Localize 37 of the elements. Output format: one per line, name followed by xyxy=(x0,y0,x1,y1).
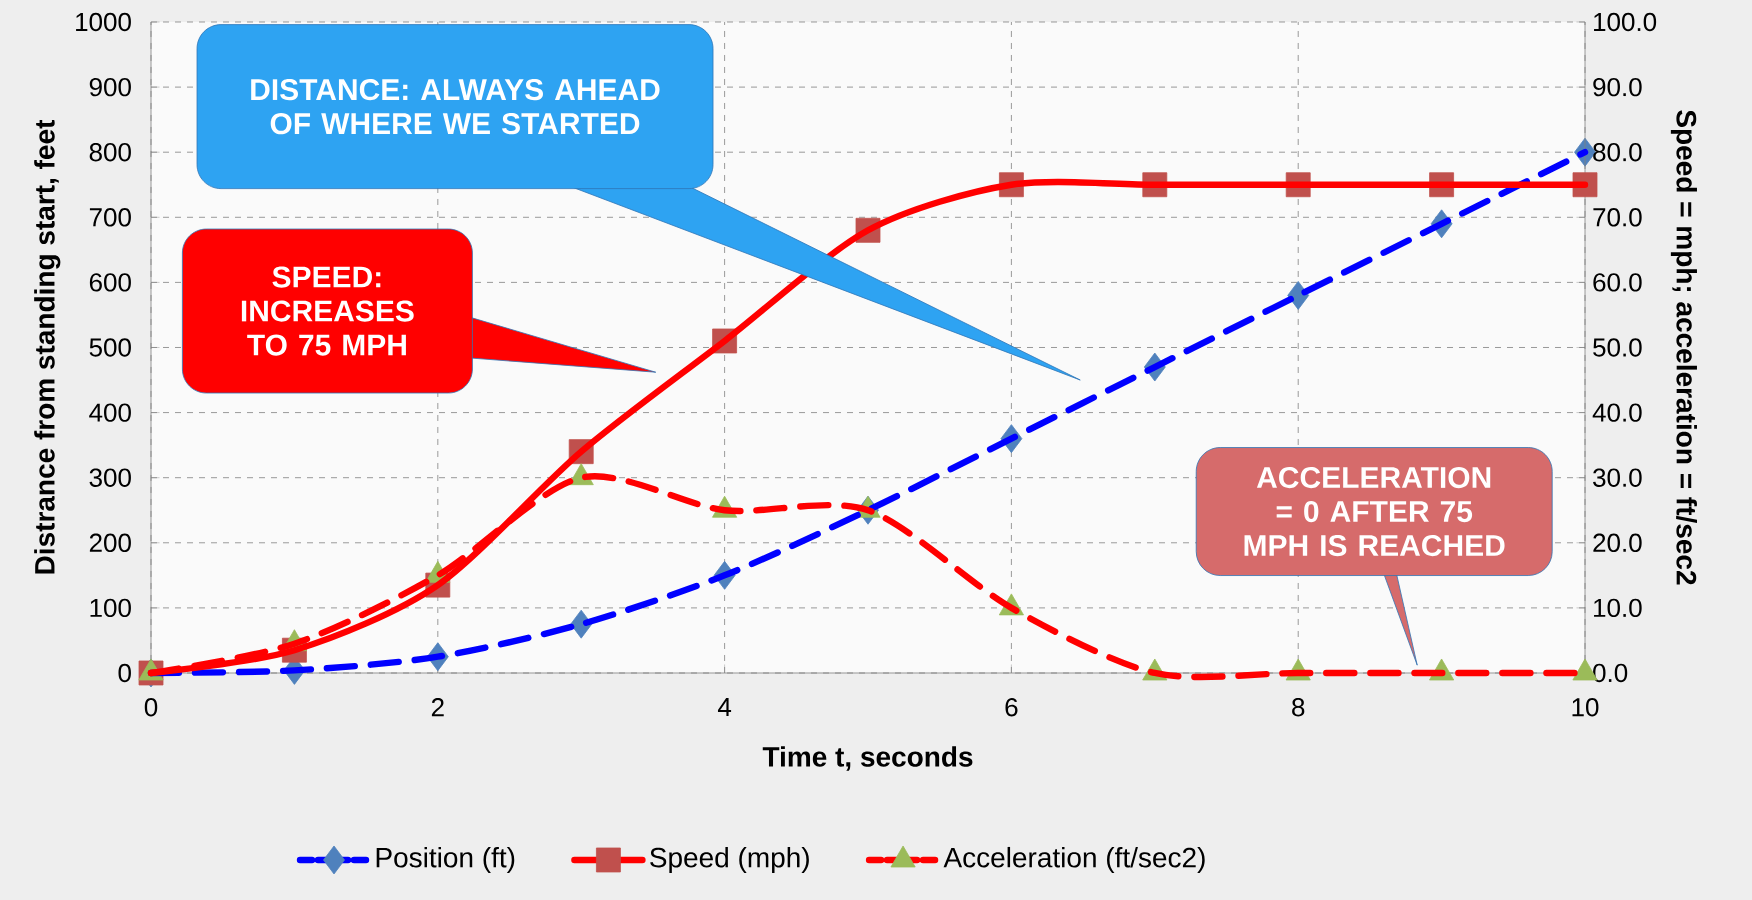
y2-tick-label: 0.0 xyxy=(1593,663,1628,683)
y2-tick-label: 90.0 xyxy=(1593,77,1642,97)
y-tick-label: 500 xyxy=(89,338,131,357)
annotation: SPEED: INCREASES TO 75 MPH xyxy=(241,266,414,356)
y-tick-label: 700 xyxy=(89,208,131,227)
y2-tick-label: 40.0 xyxy=(1592,403,1642,422)
legend-label: Speed (mph) xyxy=(650,846,809,874)
x-tick-label: 4 xyxy=(717,698,732,716)
y2-tick-label: 10.0 xyxy=(1594,598,1642,618)
annotation: ACCELERATION = 0 AFTER 75 MPH IS REACHED xyxy=(1244,466,1505,557)
y2-tick-label: 50.0 xyxy=(1593,338,1642,357)
y-tick-label: 300 xyxy=(89,468,131,487)
legend-label: Position (ft) xyxy=(376,846,515,874)
legend-label: Acceleration (ft/sec2) xyxy=(943,846,1205,874)
y2-tick-label: 20.0 xyxy=(1593,533,1642,552)
y2-tick-label: 80.0 xyxy=(1593,142,1642,162)
y-axis-title: Distrance from standing start, feet xyxy=(34,119,61,574)
y2-tick-label: 70.0 xyxy=(1593,208,1642,227)
y-tick-label: 100 xyxy=(90,598,131,618)
x-tick-label: 0 xyxy=(144,698,158,717)
y-tick-label: 200 xyxy=(89,533,131,552)
y-tick-label: 1000 xyxy=(76,12,131,32)
y-tick-label: 600 xyxy=(89,273,131,292)
annotation: DISTANCE: ALWAYS AHEAD OF WHERE WE STARTED xyxy=(251,79,660,135)
x-tick-label: 2 xyxy=(431,698,444,717)
y-tick-label: 0 xyxy=(118,663,131,683)
y2-tick-label: 30.0 xyxy=(1593,468,1642,487)
x-axis-title: Time t, seconds xyxy=(762,746,973,771)
x-tick-label: 6 xyxy=(1005,698,1018,717)
y2-tick-label: 60.0 xyxy=(1593,273,1642,292)
x-tick-label: 8 xyxy=(1292,698,1305,717)
y2-tick-label: 100.0 xyxy=(1594,12,1657,32)
y-tick-label: 800 xyxy=(89,142,131,162)
x-tick-label: 10 xyxy=(1572,698,1599,717)
y2-axis-title: Speed = mph; acceleration = ft/sec2 xyxy=(1670,110,1697,585)
y-tick-label: 900 xyxy=(89,77,131,97)
y-tick-label: 400 xyxy=(89,403,131,422)
